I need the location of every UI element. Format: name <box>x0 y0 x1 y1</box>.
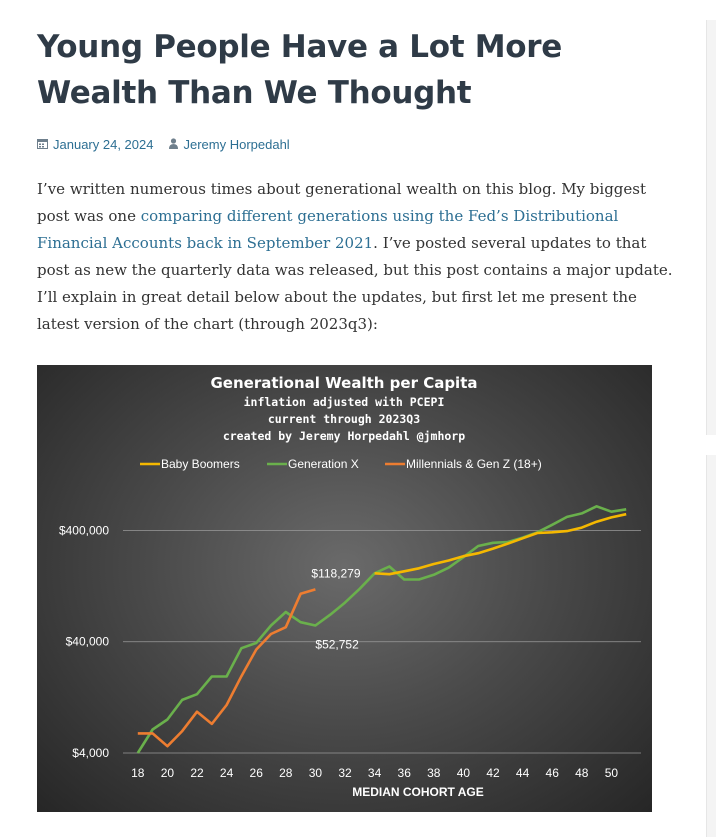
series-line-millennials-gen-z-18 <box>137 588 316 748</box>
x-tick-label: 38 <box>427 766 441 780</box>
post-author[interactable]: Jeremy Horpedahl <box>183 137 290 152</box>
chart-subtitle-2: current through 2023Q3 <box>268 412 420 426</box>
x-tick-label: 30 <box>309 766 323 780</box>
sidebar-panel-lower <box>706 455 716 837</box>
chart-title: Generational Wealth per Capita <box>211 374 478 392</box>
chart-svg: Generational Wealth per Capita inflation… <box>59 374 641 799</box>
x-tick-label: 20 <box>161 766 175 780</box>
x-tick-label: 42 <box>486 766 500 780</box>
article-title: Young People Have a Lot More Wealth Than… <box>37 29 563 111</box>
x-tick-label: 50 <box>605 766 619 780</box>
x-axis-label: MEDIAN COHORT AGE <box>352 785 484 799</box>
x-tick-label: 28 <box>279 766 293 780</box>
x-tick-label: 48 <box>575 766 589 780</box>
intro-text-1: I’ve written numerous times about genera… <box>37 180 647 225</box>
x-tick-label: 36 <box>398 766 412 780</box>
x-tick-label: 46 <box>546 766 560 780</box>
y-tick-label: $400,000 <box>59 523 109 537</box>
series-line-generation-x <box>136 505 627 754</box>
x-tick-label: 24 <box>220 766 234 780</box>
legend-label: Millennials & Gen Z (18+) <box>406 457 542 471</box>
data-annotation: $118,279 <box>311 566 360 580</box>
wealth-chart: Generational Wealth per Capita inflation… <box>37 365 652 812</box>
calendar-icon <box>37 137 48 152</box>
user-icon <box>169 137 179 152</box>
generations-post-link[interactable]: comparing different generations using th… <box>37 207 619 252</box>
series-line-baby-boomers <box>374 512 627 576</box>
intro-paragraph: I’ve written numerous times about genera… <box>37 176 677 338</box>
x-tick-label: 26 <box>250 766 264 780</box>
sidebar-panel <box>706 20 716 435</box>
chart-subtitle-3: created by Jeremy Horpedahl @jmhorp <box>223 429 465 443</box>
x-tick-label: 44 <box>516 766 530 780</box>
post-date[interactable]: January 24, 2024 <box>53 137 154 152</box>
y-tick-label: $40,000 <box>66 635 110 649</box>
y-tick-label: $4,000 <box>72 746 109 760</box>
legend-label: Generation X <box>288 457 359 471</box>
intro-text-2: . I’ve posted several updates to that po… <box>37 234 673 333</box>
x-tick-label: 32 <box>338 766 352 780</box>
x-tick-label: 22 <box>190 766 204 780</box>
post-meta: January 24, 2024 Jeremy Horpedahl <box>37 137 290 152</box>
legend-label: Baby Boomers <box>161 457 240 471</box>
x-tick-label: 34 <box>368 766 382 780</box>
chart-subtitle-1: inflation adjusted with PCEPI <box>244 395 445 409</box>
x-tick-label: 18 <box>131 766 145 780</box>
x-tick-label: 40 <box>457 766 471 780</box>
data-annotation: $52,752 <box>315 637 359 651</box>
